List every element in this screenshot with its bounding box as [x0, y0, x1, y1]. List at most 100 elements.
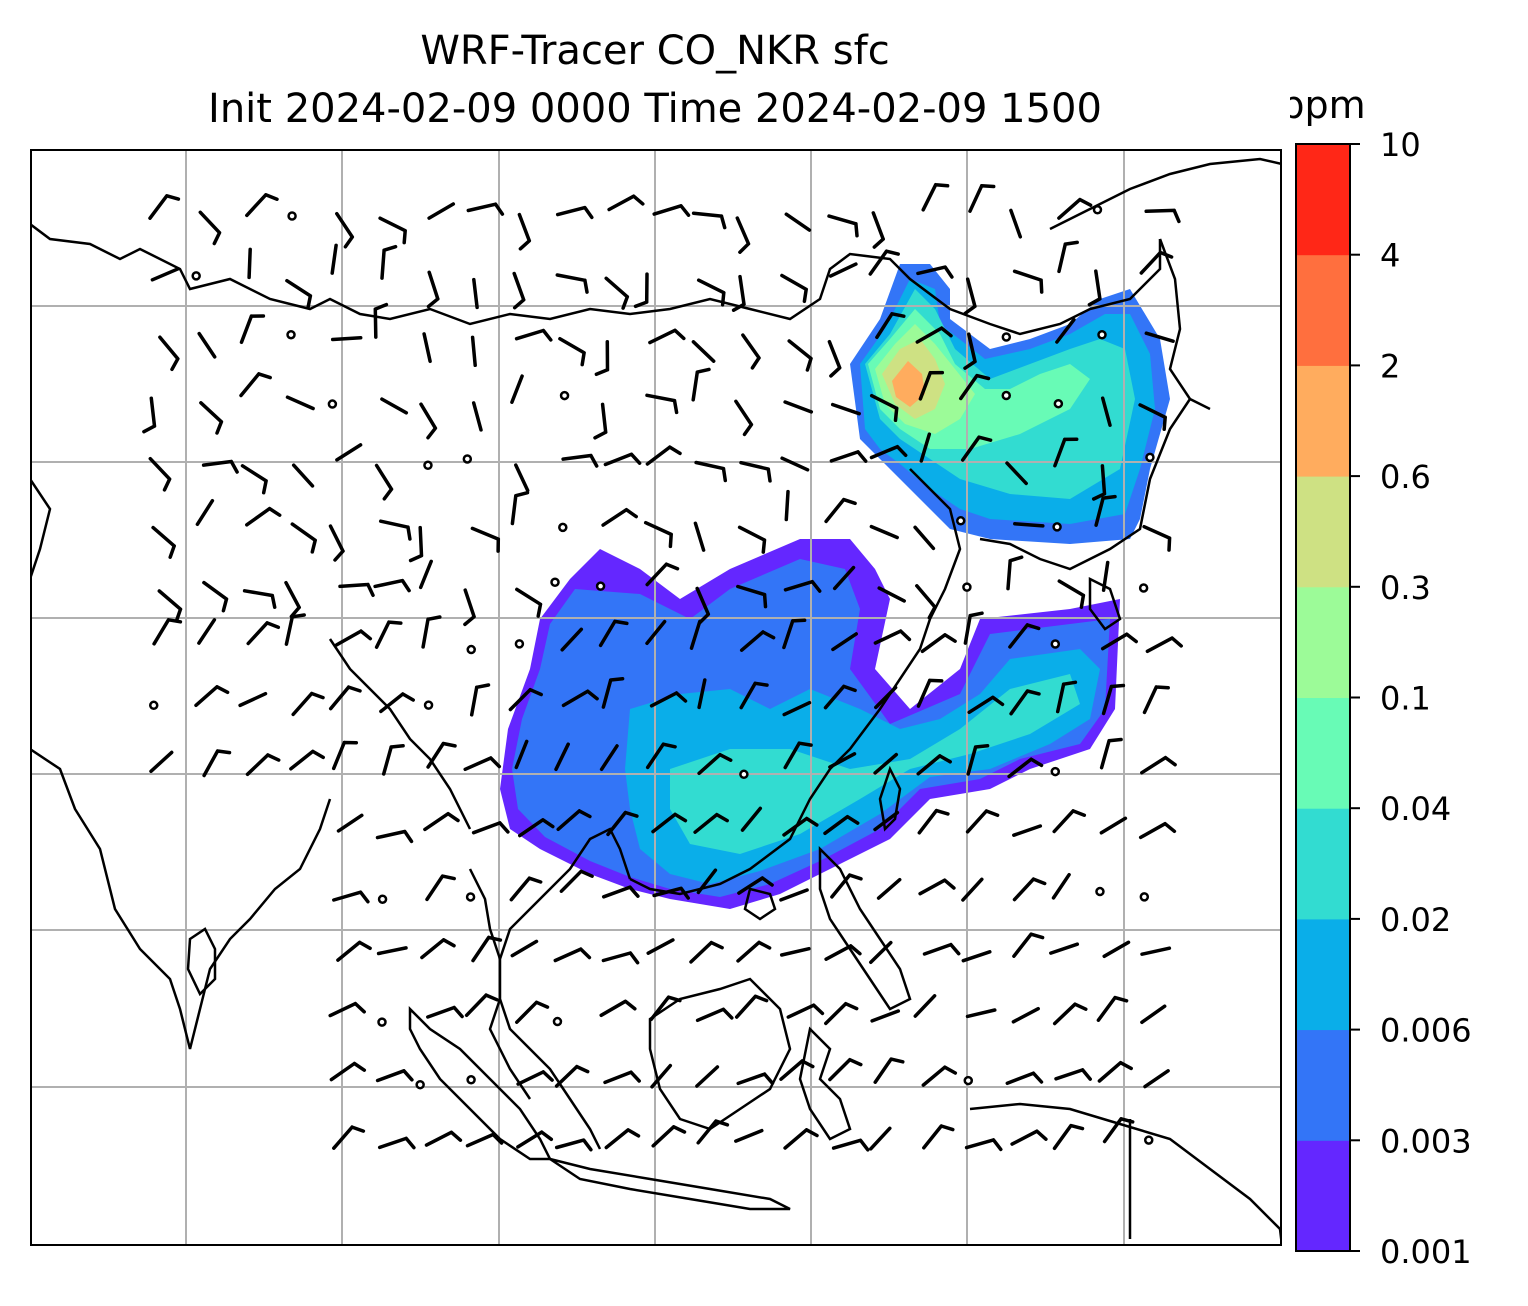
wind-barb — [784, 489, 790, 522]
wind-barb — [239, 314, 266, 345]
calm-wind-circle — [559, 390, 570, 401]
calm-wind-circle — [552, 1016, 563, 1027]
colorbar-tick-label: 0.001 — [1380, 1233, 1472, 1271]
wind-barb — [919, 432, 932, 463]
wind-barb — [649, 995, 682, 1022]
wind-barb — [560, 627, 584, 652]
myanmar-border — [328, 638, 472, 830]
wind-barb — [408, 525, 424, 563]
wind-barb — [553, 947, 592, 963]
wind-barb — [470, 335, 477, 368]
wind-barb — [378, 216, 407, 245]
calm-wind-circle — [462, 454, 473, 464]
wind-barb — [646, 938, 675, 955]
wind-barb — [1096, 995, 1129, 1022]
wind-barb — [201, 459, 239, 474]
wind-barb — [959, 373, 991, 401]
wind-barb — [739, 460, 772, 483]
wind-barb — [1101, 560, 1110, 592]
wind-barb — [1009, 208, 1023, 239]
wind-barb — [1006, 555, 1024, 591]
calm-wind-circle — [514, 639, 525, 649]
wind-barb — [285, 395, 315, 411]
colorbar-segment — [1296, 586, 1350, 698]
calm-wind-circle — [377, 894, 388, 904]
wind-barb — [873, 1057, 905, 1084]
calm-wind-circle — [466, 644, 476, 655]
wind-barb — [831, 632, 858, 652]
northern-border — [30, 223, 1162, 336]
wind-barb — [965, 809, 1000, 834]
north-plume-band-7 — [892, 361, 925, 407]
wind-barb — [643, 520, 673, 549]
wind-barb — [242, 589, 277, 609]
calm-wind-circle — [466, 1075, 476, 1085]
sumatra — [408, 1005, 553, 1161]
wind-barb — [1099, 737, 1123, 770]
wind-barb — [1052, 809, 1087, 834]
wind-barb — [918, 878, 956, 896]
wind-barb — [377, 1136, 416, 1150]
calm-wind-circle — [465, 892, 476, 902]
wind-barb — [693, 812, 729, 834]
wind-barb — [1008, 623, 1041, 649]
hainan — [743, 887, 777, 921]
wind-barb — [510, 374, 524, 404]
wind-barb — [965, 1008, 997, 1019]
calm-wind-circle — [191, 271, 201, 281]
wind-barb — [869, 444, 908, 460]
wind-barb — [961, 950, 992, 963]
wind-barb — [869, 1126, 892, 1151]
wind-barb — [696, 868, 718, 895]
wind-barb — [691, 340, 716, 363]
wind-barb — [921, 1065, 958, 1087]
wind-barb — [780, 273, 808, 304]
wind-barb — [199, 401, 224, 435]
calm-wind-circle — [415, 1079, 425, 1090]
calm-wind-circle — [739, 769, 749, 780]
wind-barb — [599, 999, 637, 1018]
wind-barb — [783, 579, 822, 593]
wind-barb — [918, 370, 945, 401]
wind-barb — [1144, 208, 1181, 224]
wind-barb — [421, 615, 442, 649]
wind-barb — [783, 400, 814, 414]
wind-barb — [330, 243, 338, 275]
wind-barb — [380, 244, 398, 280]
wind-barb — [1011, 1006, 1040, 1024]
java — [549, 1157, 791, 1211]
wind-barb — [558, 336, 586, 367]
colorbar-tick-label: 4 — [1380, 237, 1400, 275]
wind-barb — [828, 1057, 863, 1082]
wind-barb — [736, 940, 772, 963]
wind-barb — [423, 811, 460, 832]
colorbar-tick-label: 0.006 — [1380, 1012, 1472, 1050]
colorbar-segment — [1296, 697, 1350, 809]
wind-barb — [915, 584, 937, 620]
wind-barb — [291, 691, 325, 717]
calm-wind-circle — [423, 460, 433, 471]
wind-barb — [870, 1009, 901, 1023]
wind-barb — [518, 818, 555, 838]
calm-wind-circle — [1139, 892, 1150, 902]
colorbar-segment — [1296, 144, 1350, 256]
wind-barb — [1140, 755, 1177, 775]
wind-barb — [779, 1059, 815, 1081]
wind-barb — [869, 524, 899, 540]
wind-barb — [734, 1128, 764, 1143]
wind-barb — [335, 443, 363, 462]
wind-barb — [556, 809, 592, 832]
wind-barb — [696, 1119, 730, 1145]
calm-wind-circle — [1144, 1135, 1154, 1145]
calm-wind-circle — [1138, 583, 1149, 593]
wind-barb — [916, 754, 952, 776]
sri-lanka — [186, 927, 217, 997]
wind-barb — [555, 273, 589, 294]
wind-barb — [828, 752, 857, 769]
wind-barb — [1143, 1069, 1170, 1089]
wind-barb — [735, 216, 751, 254]
wind-barb — [554, 742, 570, 772]
wind-barb — [697, 752, 733, 776]
sakhalin — [1158, 238, 1211, 411]
wind-barb — [510, 939, 539, 958]
